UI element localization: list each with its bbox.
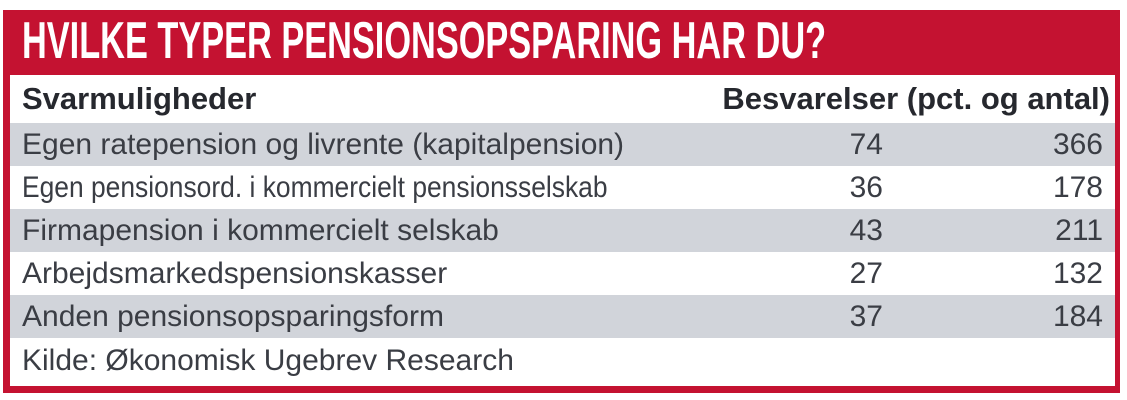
title-bar: HVILKE TYPER PENSIONSOPSPARING HAR DU? xyxy=(3,10,1120,75)
column-header-responses: Besvarelser (pct. og antal) xyxy=(722,81,1110,116)
survey-table: Svarmuligheder Besvarelser (pct. og anta… xyxy=(3,75,1120,393)
pct-value: 74 xyxy=(849,127,883,161)
pension-survey-panel: HVILKE TYPER PENSIONSOPSPARING HAR DU? S… xyxy=(3,10,1120,393)
antal-value: 178 xyxy=(1052,170,1103,204)
table-row: Arbejdsmarkedspensionskasser 27 132 xyxy=(10,252,1115,295)
answer-label-text: Anden pensionsopsparingsform xyxy=(22,299,444,333)
pct-value: 37 xyxy=(849,299,883,333)
answer-label-text: Firmapension i kommercielt selskab xyxy=(22,213,499,247)
answer-label: Egen ratepension og livrente (kapitalpen… xyxy=(22,128,713,162)
antal-value: 366 xyxy=(1052,127,1103,161)
table-row: Egen pensionsord. i kommercielt pensions… xyxy=(10,166,1115,209)
antal-value: 184 xyxy=(1052,299,1103,333)
answer-label-text: Arbejdsmarkedspensionskasser xyxy=(22,256,448,290)
table-row: Anden pensionsopsparingsform 37 184 xyxy=(10,295,1115,338)
table-header-row: Svarmuligheder Besvarelser (pct. og anta… xyxy=(10,75,1115,123)
answer-label-text: Egen ratepension og livrente (kapitalpen… xyxy=(22,127,625,161)
antal-value: 132 xyxy=(1052,256,1103,290)
pct-value: 36 xyxy=(849,170,883,204)
answer-label: Firmapension i kommercielt selskab xyxy=(22,214,713,248)
source-row: Kilde: Økonomisk Ugebrev Research xyxy=(10,338,1115,384)
pct-value: 43 xyxy=(849,213,883,247)
table-row: Firmapension i kommercielt selskab 43 21… xyxy=(10,209,1115,252)
source-text: Kilde: Økonomisk Ugebrev Research xyxy=(22,344,514,377)
answer-label: Egen pensionsord. i kommercielt pensions… xyxy=(22,171,713,205)
panel-title: HVILKE TYPER PENSIONSOPSPARING HAR DU? xyxy=(22,11,827,70)
pct-value: 27 xyxy=(849,256,883,290)
table-row: Egen ratepension og livrente (kapitalpen… xyxy=(10,123,1115,166)
answer-label: Arbejdsmarkedspensionskasser xyxy=(22,257,713,291)
answer-label: Anden pensionsopsparingsform xyxy=(22,300,713,334)
column-header-answers: Svarmuligheder xyxy=(22,81,257,116)
antal-value: 211 xyxy=(1055,213,1103,247)
answer-label-text: Egen pensionsord. i kommercielt pensions… xyxy=(22,170,608,204)
